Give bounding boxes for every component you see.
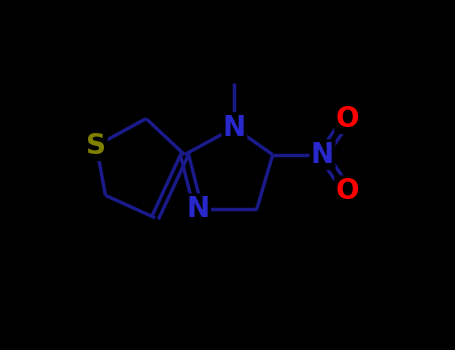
Text: O: O bbox=[336, 177, 359, 205]
Text: N: N bbox=[311, 141, 334, 169]
Text: N: N bbox=[222, 114, 246, 142]
Text: O: O bbox=[336, 105, 359, 133]
Text: N: N bbox=[187, 195, 210, 223]
Text: S: S bbox=[86, 132, 106, 160]
